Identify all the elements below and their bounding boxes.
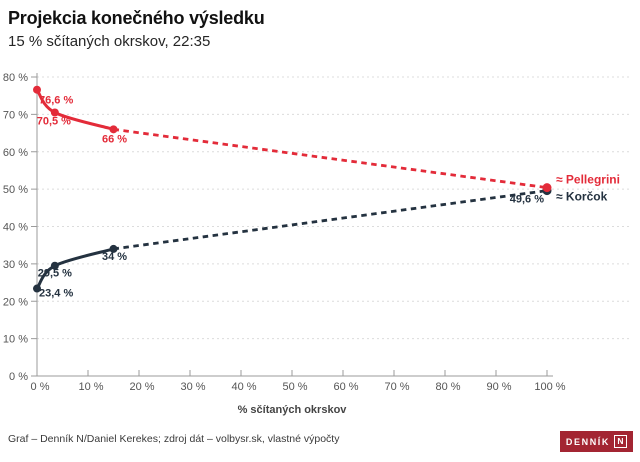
dennikn-logo: DENNÍK N [559, 431, 633, 452]
x-tick-label: 20 % [129, 381, 154, 393]
x-tick-label: 80 % [435, 381, 460, 393]
x-tick-label: 40 % [231, 381, 256, 393]
logo-wordmark: DENNÍK [565, 437, 610, 447]
x-tick-label: 10 % [78, 381, 103, 393]
y-tick-label: 60 % [3, 147, 28, 159]
data-point-pellegrini [109, 125, 118, 134]
y-tick-label: 80 % [3, 72, 28, 84]
y-tick-label: 10 % [3, 334, 28, 346]
point-label-korcok: 23,4 % [39, 288, 73, 300]
projection-point-pellegrini [542, 183, 552, 193]
point-label-korcok: 34 % [102, 251, 127, 263]
x-axis-title: % sčítaných okrskov [238, 404, 348, 416]
x-tick-label: 60 % [333, 381, 358, 393]
chart-header: Projekcia konečného výsledku 15 % sčítan… [8, 8, 265, 50]
page-title: Projekcia konečného výsledku [8, 8, 265, 28]
logo-n-icon: N [614, 435, 627, 448]
page-subtitle: 15 % sčítaných okrskov, 22:35 [8, 33, 211, 50]
y-tick-label: 70 % [3, 109, 28, 121]
legend-label-korcok: ≈ Korčok [556, 190, 608, 204]
y-tick-label: 20 % [3, 296, 28, 308]
projection-line-pellegrini [113, 127, 548, 190]
x-tick-label: 30 % [180, 381, 205, 393]
x-tick-label: 100 % [534, 381, 565, 393]
data-point-pellegrini [50, 108, 59, 117]
projection-line-chart: 0 % 10 % 20 % 30 % 40 % 50 % 60 % 70 % 80 % 0 % 10… [3, 72, 630, 416]
data-point-korcok [50, 261, 59, 270]
x-tick-label: 50 % [282, 381, 307, 393]
x-tick-label: 70 % [384, 381, 409, 393]
point-label-korcok: 29,5 % [38, 268, 72, 280]
y-tick-label: 0 % [9, 371, 28, 383]
y-tick-label: 50 % [3, 184, 28, 196]
point-label-pellegrini: 70,5 % [37, 116, 71, 128]
chart-credit: Graf – Denník N/Daniel Kerekes; zdroj dá… [8, 433, 340, 445]
x-tick-label: 90 % [486, 381, 511, 393]
data-point-pellegrini [33, 85, 41, 94]
data-point-korcok [33, 284, 41, 293]
legend-label-pellegrini: ≈ Pellegrini [556, 173, 620, 187]
x-tick-label: 0 % [31, 381, 50, 393]
data-point-korcok [109, 244, 118, 253]
y-tick-label: 30 % [3, 259, 28, 271]
point-label-korcok: 49,6 % [510, 194, 544, 206]
point-label-pellegrini: 66 % [102, 133, 127, 145]
projection-line-korcok [113, 189, 548, 251]
y-tick-label: 40 % [3, 222, 28, 234]
point-label-pellegrini: 76,6 % [39, 95, 73, 107]
